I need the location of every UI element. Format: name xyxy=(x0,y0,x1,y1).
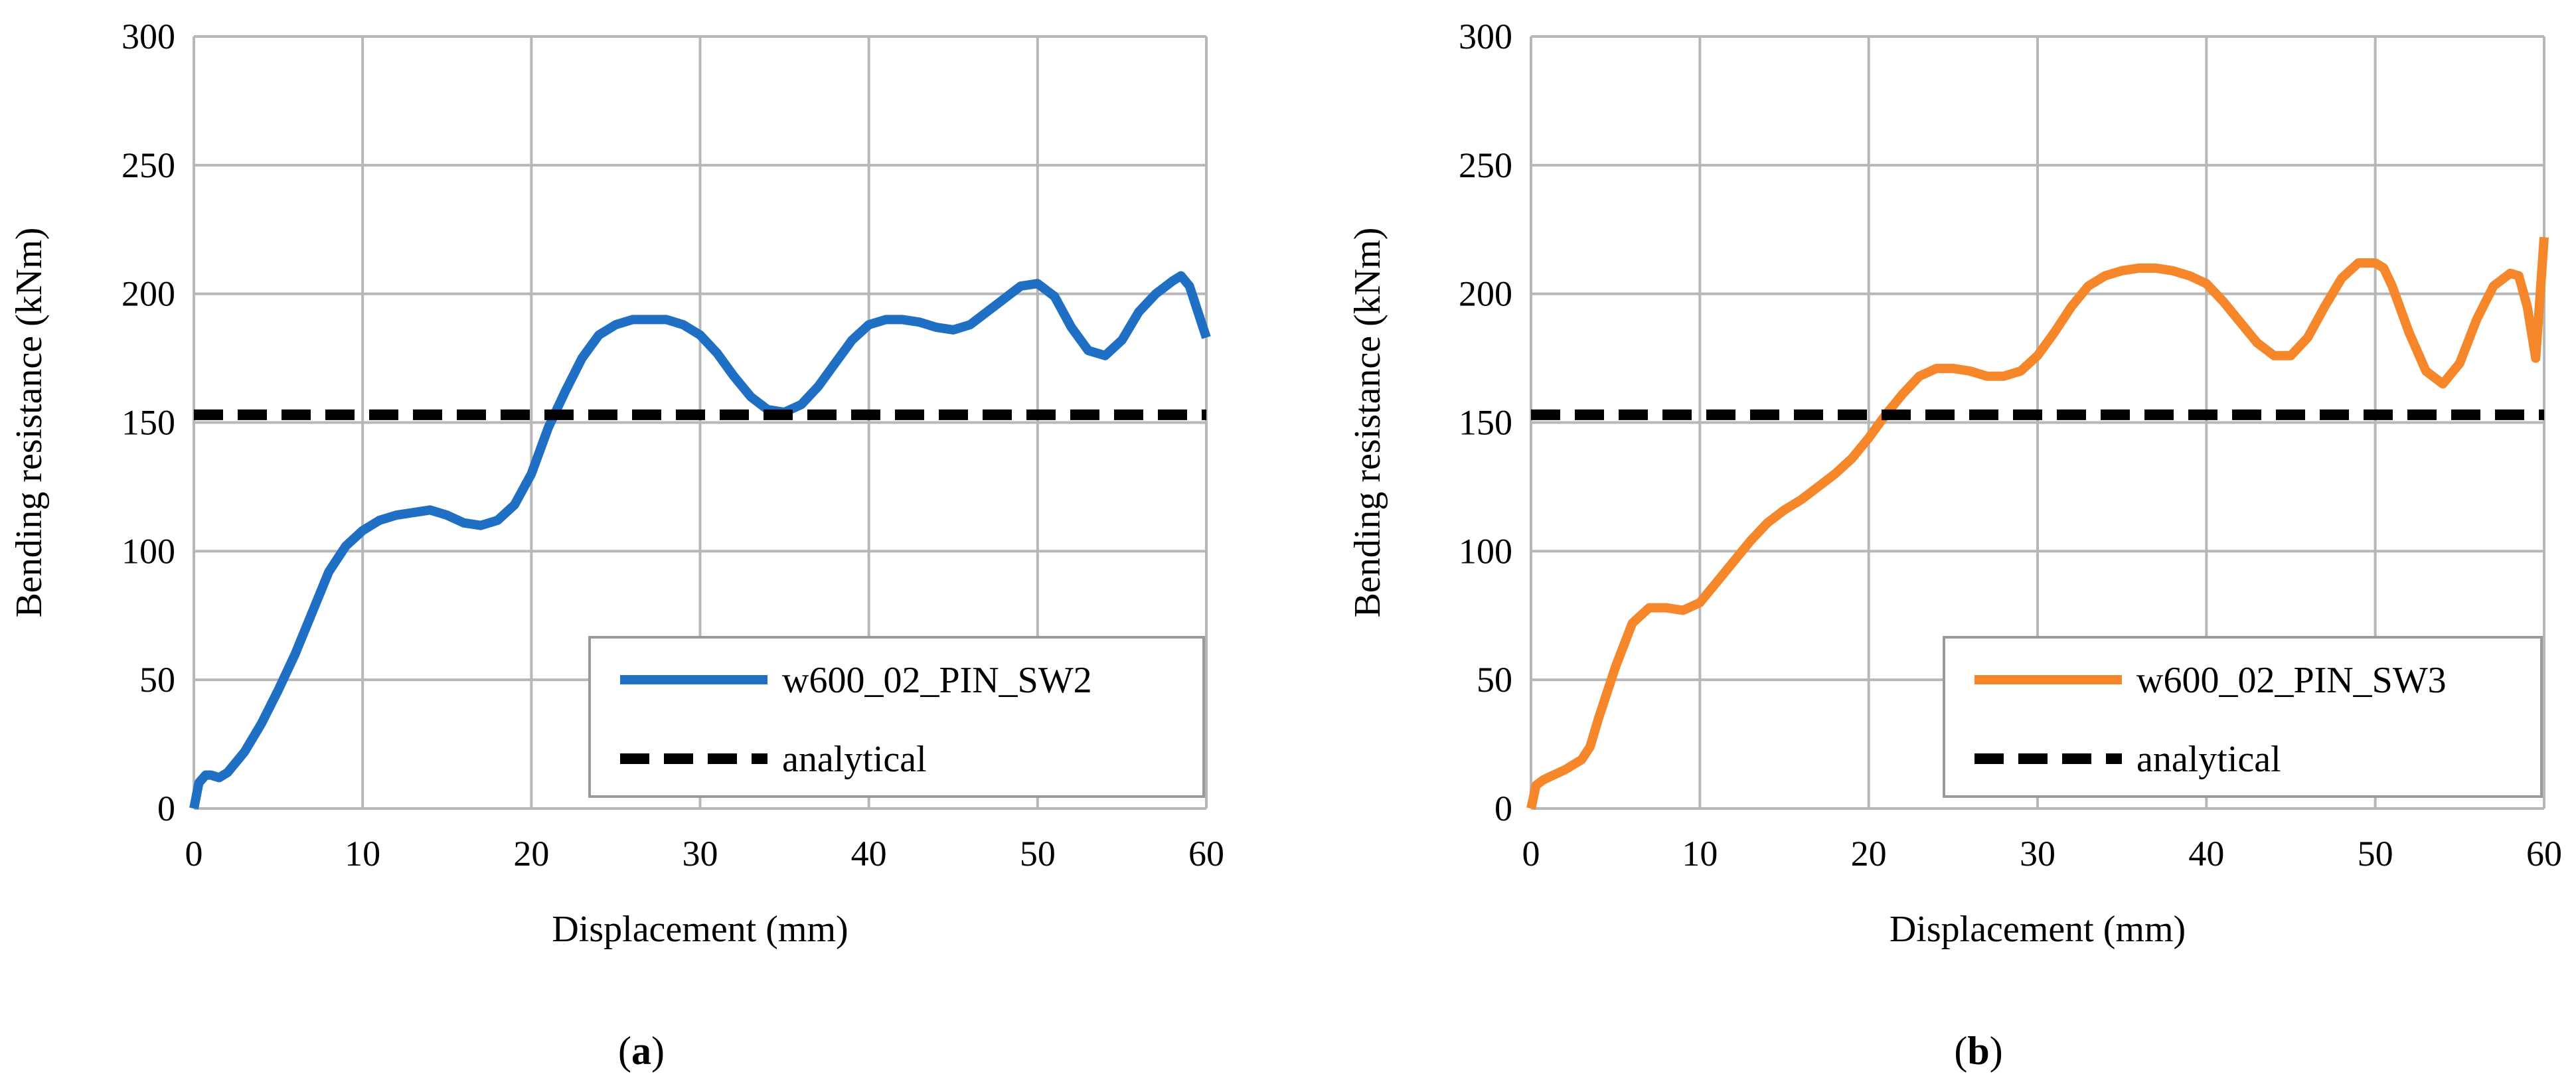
panel-b-x-axis-title: Displacement (mm) xyxy=(1890,909,2186,950)
panel-b-y-tick-label-0: 0 xyxy=(1494,789,1512,828)
panel-a-x-tick-label-20: 20 xyxy=(513,834,549,874)
panel-a-legend-label-2: analytical xyxy=(782,739,927,780)
chart-panel-a: 0 10 20 30 40 50 60 0 50 100 150 200 250 300 Displacem… xyxy=(9,17,1224,950)
panel-a-x-axis-title: Displacement (mm) xyxy=(552,909,848,950)
panel-a-legend-box xyxy=(588,636,1205,798)
panel-a-caption: (a) xyxy=(618,1029,665,1073)
panel-a-y-tick-label-150: 150 xyxy=(121,403,175,443)
panel-b-data-line xyxy=(1526,236,2549,810)
panel-b-y-tick-label-300: 300 xyxy=(1459,17,1512,56)
panel-b-x-tick-label-50: 50 xyxy=(2358,834,2393,874)
panel-b-y-tick-label-150: 150 xyxy=(1459,403,1512,443)
panel-a-legend-label-1: w600_02_PIN_SW2 xyxy=(782,660,1092,701)
panel-a-x-tick-label-10: 10 xyxy=(345,834,380,874)
panel-b-y-tick-label-100: 100 xyxy=(1459,531,1512,571)
panel-b-x-tick-label-60: 60 xyxy=(2526,834,2562,874)
panel-a-y-tick-label-250: 250 xyxy=(121,145,175,185)
panel-b-x-tick-label-20: 20 xyxy=(1851,834,1887,874)
panel-a-x-tick-label-0: 0 xyxy=(185,834,203,874)
panel-b-x-tick-label-40: 40 xyxy=(2188,834,2224,874)
panel-b-y-tick-label-200: 200 xyxy=(1459,274,1512,314)
panel-a-x-tick-label-40: 40 xyxy=(851,834,887,874)
panel-b-y-tick-label-50: 50 xyxy=(1477,660,1512,700)
panel-a-y-tick-label-100: 100 xyxy=(121,531,175,571)
panel-b-x-tick-label-30: 30 xyxy=(2020,834,2055,874)
panel-a-x-tick-label-50: 50 xyxy=(1020,834,1056,874)
panel-a-y-axis-title: Bending resistance (kNm) xyxy=(9,228,50,618)
panel-b-caption: (b) xyxy=(1954,1029,2002,1073)
panel-a-x-tick-label-60: 60 xyxy=(1188,834,1224,874)
panel-a-y-tick-label-300: 300 xyxy=(121,17,175,56)
panel-a-y-tick-label-50: 50 xyxy=(139,660,175,700)
panel-b-x-tick-label-0: 0 xyxy=(1522,834,1540,874)
panel-a-x-tick-label-30: 30 xyxy=(683,834,718,874)
panel-b-legend-label-2: analytical xyxy=(2136,739,2281,780)
panel-b-x-tick-label-10: 10 xyxy=(1682,834,1718,874)
chart-panel-b: 0 10 20 30 40 50 60 0 50 100 150 200 250 300 Displacem… xyxy=(1347,17,2562,950)
panel-b-y-tick-label-250: 250 xyxy=(1459,145,1512,185)
panel-a-y-tick-label-200: 200 xyxy=(121,274,175,314)
panel-b-legend-box xyxy=(1943,636,2543,798)
panel-a-y-tick-label-0: 0 xyxy=(157,789,175,828)
panel-a-data-line xyxy=(189,271,1211,810)
panel-b-y-axis-title: Bending resistance (kNm) xyxy=(1347,228,1388,618)
panel-b-legend-label-1: w600_02_PIN_SW3 xyxy=(2136,660,2447,701)
